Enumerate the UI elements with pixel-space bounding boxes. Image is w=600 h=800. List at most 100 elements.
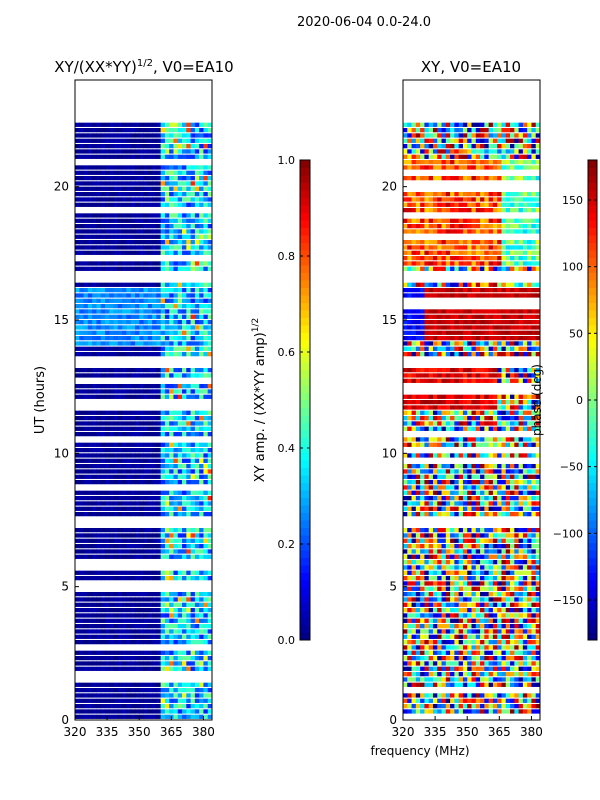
phase-heatmap-cell — [415, 629, 421, 634]
phase-heatmap-cell — [497, 704, 502, 709]
amplitude-heatmap-cell — [169, 506, 174, 511]
phase-heatmap-cell — [514, 570, 519, 575]
amplitude-heatmap-cell — [139, 165, 144, 170]
phase-heatmap-cell — [432, 581, 438, 586]
amplitude-heatmap-cell — [177, 336, 183, 341]
amplitude-heatmap-cell — [203, 458, 209, 463]
amplitude-heatmap-cell — [164, 496, 170, 501]
phase-heatmap-cell — [415, 416, 421, 421]
phase-heatmap-cell — [462, 565, 468, 570]
amplitude-heatmap-cell — [83, 501, 89, 506]
amplitude-heatmap-cell — [92, 181, 97, 186]
phase-heatmap-cell — [450, 698, 455, 703]
amplitude-heatmap-cell — [113, 602, 119, 607]
phase-heatmap-cell — [484, 554, 490, 559]
amplitude-heatmap-cell — [194, 240, 200, 245]
phase-heatmap-cell — [458, 592, 464, 597]
amplitude-heatmap-cell — [113, 506, 119, 511]
amplitude-heatmap-cell — [122, 640, 127, 645]
amplitude-heatmap-cell — [147, 341, 153, 346]
amplitude-heatmap-cell — [177, 496, 183, 501]
amplitude-heatmap-cell — [177, 544, 183, 549]
amplitude-heatmap-cell — [122, 224, 127, 229]
amplitude-heatmap-cell — [83, 384, 89, 389]
phase-heatmap-cell — [531, 437, 537, 442]
amplitude-heatmap-cell — [147, 554, 153, 559]
amplitude-heatmap-cell — [143, 309, 149, 314]
amplitude-heatmap-cell — [134, 528, 140, 533]
phase-heatmap-cell — [497, 496, 502, 501]
phase-heatmap-cell — [471, 474, 477, 479]
amplitude-heatmap-cell — [152, 613, 157, 618]
amplitude-heatmap-cell — [164, 304, 170, 309]
amplitude-heatmap-cell — [177, 490, 183, 495]
phase-heatmap-cell — [407, 352, 412, 357]
amplitude-heatmap-cell — [87, 202, 93, 207]
amplitude-heatmap-cell — [143, 261, 149, 266]
phase-heatmap-cell — [501, 501, 507, 506]
amplitude-heatmap-cell — [113, 149, 119, 154]
amplitude-heatmap-cell — [104, 666, 110, 671]
amplitude-heatmap-cell — [143, 512, 149, 517]
amplitude-heatmap-cell — [96, 688, 102, 693]
phase-heatmap-cell — [510, 613, 515, 618]
amplitude-heatmap-cell — [156, 202, 162, 207]
phase-heatmap-cell — [471, 709, 477, 714]
phase-heatmap-cell — [428, 565, 434, 570]
amplitude-heatmap-cell — [203, 122, 209, 127]
amplitude-heatmap-cell — [104, 202, 110, 207]
amplitude-heatmap-cell — [147, 122, 153, 127]
amplitude-heatmap-cell — [177, 128, 183, 133]
phase-heatmap-cell — [497, 656, 502, 661]
phase-heatmap-cell — [407, 661, 412, 666]
amplitude-heatmap-cell — [143, 170, 149, 175]
phase-heatmap-cell — [510, 341, 515, 346]
amplitude-heatmap-cell — [117, 176, 123, 181]
phase-heatmap-cell — [510, 672, 515, 677]
amplitude-heatmap-cell — [109, 298, 114, 303]
amplitude-heatmap-cell — [173, 629, 179, 634]
phase-heatmap-cell — [432, 597, 438, 602]
amplitude-heatmap-cell — [104, 656, 110, 661]
amplitude-heatmap-cell — [79, 698, 84, 703]
amplitude-heatmap-cell — [130, 426, 136, 431]
amplitude-heatmap-cell — [143, 650, 149, 655]
phase-heatmap-cell — [510, 346, 515, 351]
phase-heatmap-cell — [488, 560, 494, 565]
amplitude-heatmap-cell — [75, 181, 80, 186]
amplitude-heatmap-cell — [152, 480, 157, 485]
phase-heatmap-cell — [518, 624, 524, 629]
amplitude-heatmap-cell — [117, 618, 123, 623]
amplitude-heatmap-cell — [143, 213, 149, 218]
phase-heatmap-cell — [415, 565, 421, 570]
amplitude-heatmap-cell — [199, 634, 204, 639]
phase-heatmap-cell — [458, 640, 464, 645]
amplitude-heatmap-cell — [130, 346, 136, 351]
amplitude-heatmap-cell — [130, 218, 136, 223]
phase-heatmap-cell — [505, 709, 511, 714]
phase-heatmap-cell — [510, 490, 515, 495]
amplitude-heatmap-cell — [134, 133, 140, 138]
amplitude-heatmap-cell — [117, 538, 123, 543]
amplitude-heatmap-cell — [122, 682, 127, 687]
amplitude-heatmap-cell — [203, 501, 209, 506]
amplitude-heatmap-cell — [87, 453, 93, 458]
amplitude-heatmap-cell — [156, 661, 162, 666]
amplitude-heatmap-cell — [87, 634, 93, 639]
amplitude-heatmap-cell — [83, 480, 89, 485]
phase-heatmap-cell — [505, 645, 511, 650]
amplitude-heatmap-cell — [177, 624, 183, 629]
phase-heatmap-cell — [432, 586, 438, 591]
amplitude-heatmap-cell — [194, 661, 200, 666]
amplitude-heatmap-cell — [134, 128, 140, 133]
amplitude-heatmap-cell — [117, 133, 123, 138]
phase-heatmap-cell — [518, 682, 524, 687]
amplitude-heatmap-cell — [173, 453, 179, 458]
phase-heatmap-cell — [518, 698, 524, 703]
colorbar-segment — [300, 197, 310, 206]
phase-heatmap-cell — [407, 368, 412, 373]
amplitude-heatmap-cell — [75, 218, 80, 223]
amplitude-heatmap-cell — [194, 352, 200, 357]
phase-heatmap-cell — [420, 378, 425, 383]
amplitude-heatmap-cell — [199, 410, 204, 415]
